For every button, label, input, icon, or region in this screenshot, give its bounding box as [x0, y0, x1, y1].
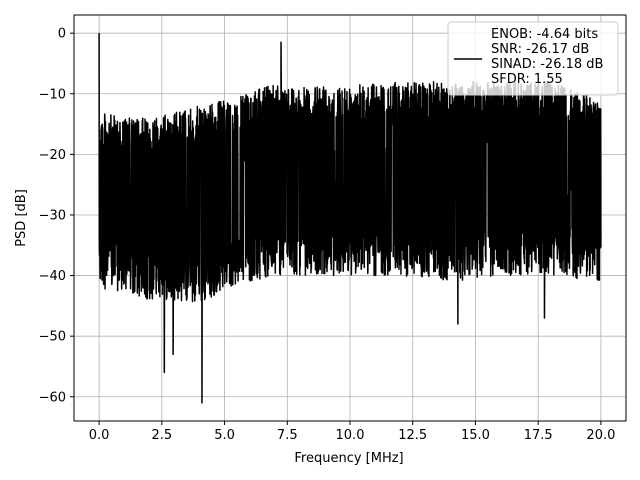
legend-box [447, 21, 619, 96]
x-axis: 0.0 2.5 5.0 7.5 10.0 12.5 15.0 17.5 20.0 [89, 421, 615, 443]
psd-series [98, 33, 602, 404]
y-tick-label: −10 [39, 87, 66, 102]
psd-line [98, 33, 602, 404]
y-tick-label: −50 [39, 330, 66, 345]
x-tick-label: 5.0 [214, 428, 235, 443]
y-tick-label: −60 [39, 390, 66, 405]
x-tick-label: 12.5 [398, 428, 427, 443]
x-tick-label: 0.0 [89, 428, 110, 443]
legend: ENOB: -4.64 bits SNR: -26.17 dB SINAD: -26… [447, 21, 619, 96]
x-tick-label: 17.5 [524, 428, 553, 443]
y-tick-label: 0 [58, 27, 66, 42]
y-axis-label: PSD [dB] [14, 189, 29, 247]
legend-label-line: ENOB: -4.64 bits [491, 27, 598, 42]
x-tick-label: 2.5 [151, 428, 172, 443]
y-tick-label: −40 [39, 269, 66, 284]
legend-label-line: SFDR: 1.55 [491, 72, 563, 87]
x-tick-label: 7.5 [277, 428, 298, 443]
x-tick-label: 15.0 [461, 428, 490, 443]
x-tick-label: 10.0 [336, 428, 365, 443]
x-tick-label: 20.0 [586, 428, 615, 443]
y-tick-label: −20 [39, 148, 66, 163]
x-axis-label: Frequency [MHz] [294, 451, 403, 466]
y-tick-label: −30 [39, 208, 66, 223]
y-axis: 0 −10 −20 −30 −40 −50 −60 [39, 27, 74, 405]
legend-label: ENOB: -4.64 bits SNR: -26.17 dB SINAD: -26… [491, 27, 603, 87]
legend-label-line: SNR: -26.17 dB [491, 42, 589, 57]
legend-label-line: SINAD: -26.18 dB [491, 57, 603, 72]
